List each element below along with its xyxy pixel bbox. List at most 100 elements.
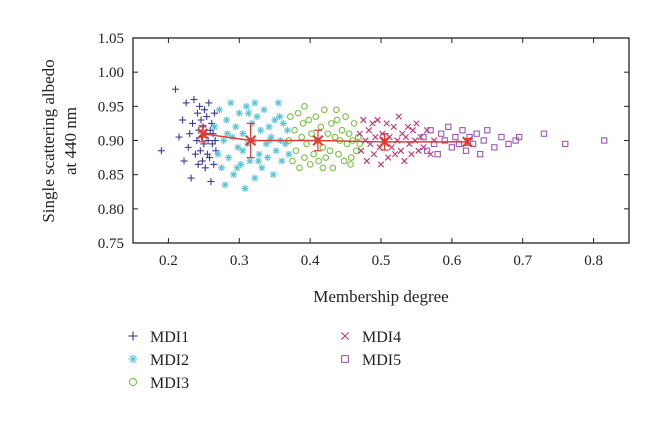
mdi3-point-2	[289, 157, 296, 165]
x-tick-label: 0.4	[301, 253, 320, 269]
mdi3-point-21	[322, 154, 330, 161]
y-tick-label: 0.95	[98, 99, 124, 115]
mdi2-point-0	[210, 123, 218, 131]
mdi2-point-2	[215, 106, 223, 114]
mdi2-point-29	[264, 154, 272, 162]
mdi3-point-23	[326, 147, 334, 155]
mdi3-point-19	[319, 143, 327, 151]
mdi2-point-37	[278, 157, 286, 165]
mdi4-point-0	[356, 130, 363, 137]
mdi5-legend-icon	[341, 355, 349, 363]
mdi4-point-18	[388, 144, 395, 151]
mdi4-point-30	[409, 127, 417, 134]
mdi3-point-39	[354, 133, 362, 141]
mdi4-point-35	[420, 144, 427, 151]
mdi1-point-12	[193, 137, 201, 144]
mdi1-point-14	[194, 160, 202, 168]
mdi2-point-47	[276, 113, 284, 121]
mdi1-point-0	[157, 147, 165, 155]
mdi3-point-28	[335, 150, 342, 158]
mdi2-point-35	[274, 99, 282, 107]
y-tick-label: 0.85	[98, 168, 124, 184]
mdi5-point-18	[484, 127, 491, 134]
mdi2-point-1	[214, 150, 222, 158]
mean-point-0	[196, 128, 208, 140]
mdi5-point-9	[452, 133, 459, 141]
mdi3-point-1	[286, 113, 294, 120]
legend-entry-mdi3: MDI3	[128, 375, 189, 392]
y-axis-title-line-2: at 440 nm	[61, 107, 80, 175]
mdi2-point-32	[269, 171, 277, 179]
mdi2-point-4	[220, 137, 228, 144]
y-axis-title-line-1: Single scattering albedo	[39, 59, 58, 222]
mdi2-point-5	[221, 181, 229, 189]
mdi1-point-5	[182, 99, 190, 107]
mdi4-point-27	[404, 123, 412, 131]
mdi2-point-11	[232, 123, 240, 131]
mean-line-with-errorbars	[196, 122, 473, 159]
mdi2-point-25	[257, 126, 265, 134]
mdi3-point-18	[317, 123, 325, 131]
mdi5-point-21	[505, 140, 512, 148]
legend-entry-mdi5: MDI5	[341, 352, 401, 369]
x-axis-ticks: 0.2 0.3 0.4 0.5 0.6 0.7 0.8	[159, 38, 603, 269]
mdi3-point-41	[301, 102, 308, 110]
y-tick-label: 0.75	[98, 236, 124, 252]
x-tick-label: 0.2	[159, 253, 178, 269]
mdi3-point-3	[291, 126, 298, 134]
mdi4-point-16	[384, 154, 392, 161]
mdi1-point-29	[205, 99, 213, 107]
mdi2-point-49	[251, 99, 259, 107]
mdi2-point-19	[246, 157, 254, 165]
mdi4-point-22	[395, 113, 402, 120]
mdi4-point-33	[415, 147, 422, 154]
mdi4-point-20	[391, 150, 399, 158]
mdi4-point-25	[401, 157, 408, 165]
mdi3-point-35	[347, 154, 355, 161]
mdi2-point-40	[283, 126, 291, 134]
mdi3-point-17	[315, 157, 322, 165]
mdi3-legend-icon	[128, 377, 138, 387]
legend-entry-mdi1: MDI1	[128, 329, 189, 346]
y-axis-title: Single scattering albedo at 440 nm	[39, 59, 80, 222]
mdi4-point-4	[363, 157, 371, 165]
mdi1-point-13	[193, 109, 201, 117]
mdi1-point-2	[175, 133, 183, 141]
y-tick-label: 0.80	[98, 202, 124, 218]
mdi2-point-8	[227, 99, 235, 107]
mdi4-point-23	[397, 147, 405, 154]
mdi1-point-11	[191, 150, 199, 158]
mdi2-point-6	[223, 116, 231, 124]
mdi3-point-11	[305, 116, 313, 124]
mdi1-point-20	[198, 157, 206, 165]
legend-label: MDI4	[362, 329, 401, 346]
mdi1-point-32	[207, 178, 215, 185]
mdi4-point-37	[427, 150, 434, 158]
x-tick-label: 0.3	[230, 253, 249, 269]
mdi5-point-15	[473, 130, 480, 137]
y-tick-label: 0.90	[98, 134, 124, 150]
mdi3-point-30	[338, 126, 346, 134]
mdi5-point-7	[445, 123, 452, 131]
mdi2-point-43	[233, 164, 241, 172]
mdi2-point-10	[230, 171, 238, 179]
mdi5-point-23	[515, 133, 523, 141]
mdi1-point-23	[201, 106, 209, 114]
mdi3-point-34	[345, 130, 353, 138]
mdi4-point-19	[390, 123, 397, 131]
mean-point-1	[245, 134, 257, 147]
mdi2-point-24	[255, 150, 263, 158]
mdi1-point-21	[199, 123, 207, 131]
mdi3-point-8	[299, 120, 307, 127]
mdi2-point-12	[234, 143, 242, 151]
mdi5-point-11	[459, 127, 466, 134]
mdi2-point-41	[285, 150, 293, 158]
mdi4-point-12	[377, 161, 385, 168]
mdi3-point-15	[312, 113, 320, 120]
mdi4-point-1	[357, 147, 365, 154]
mdi2-point-38	[279, 119, 287, 127]
mdi2-point-39	[281, 140, 289, 148]
mdi1-point-1	[172, 85, 180, 93]
mdi5-point-5	[438, 130, 445, 137]
